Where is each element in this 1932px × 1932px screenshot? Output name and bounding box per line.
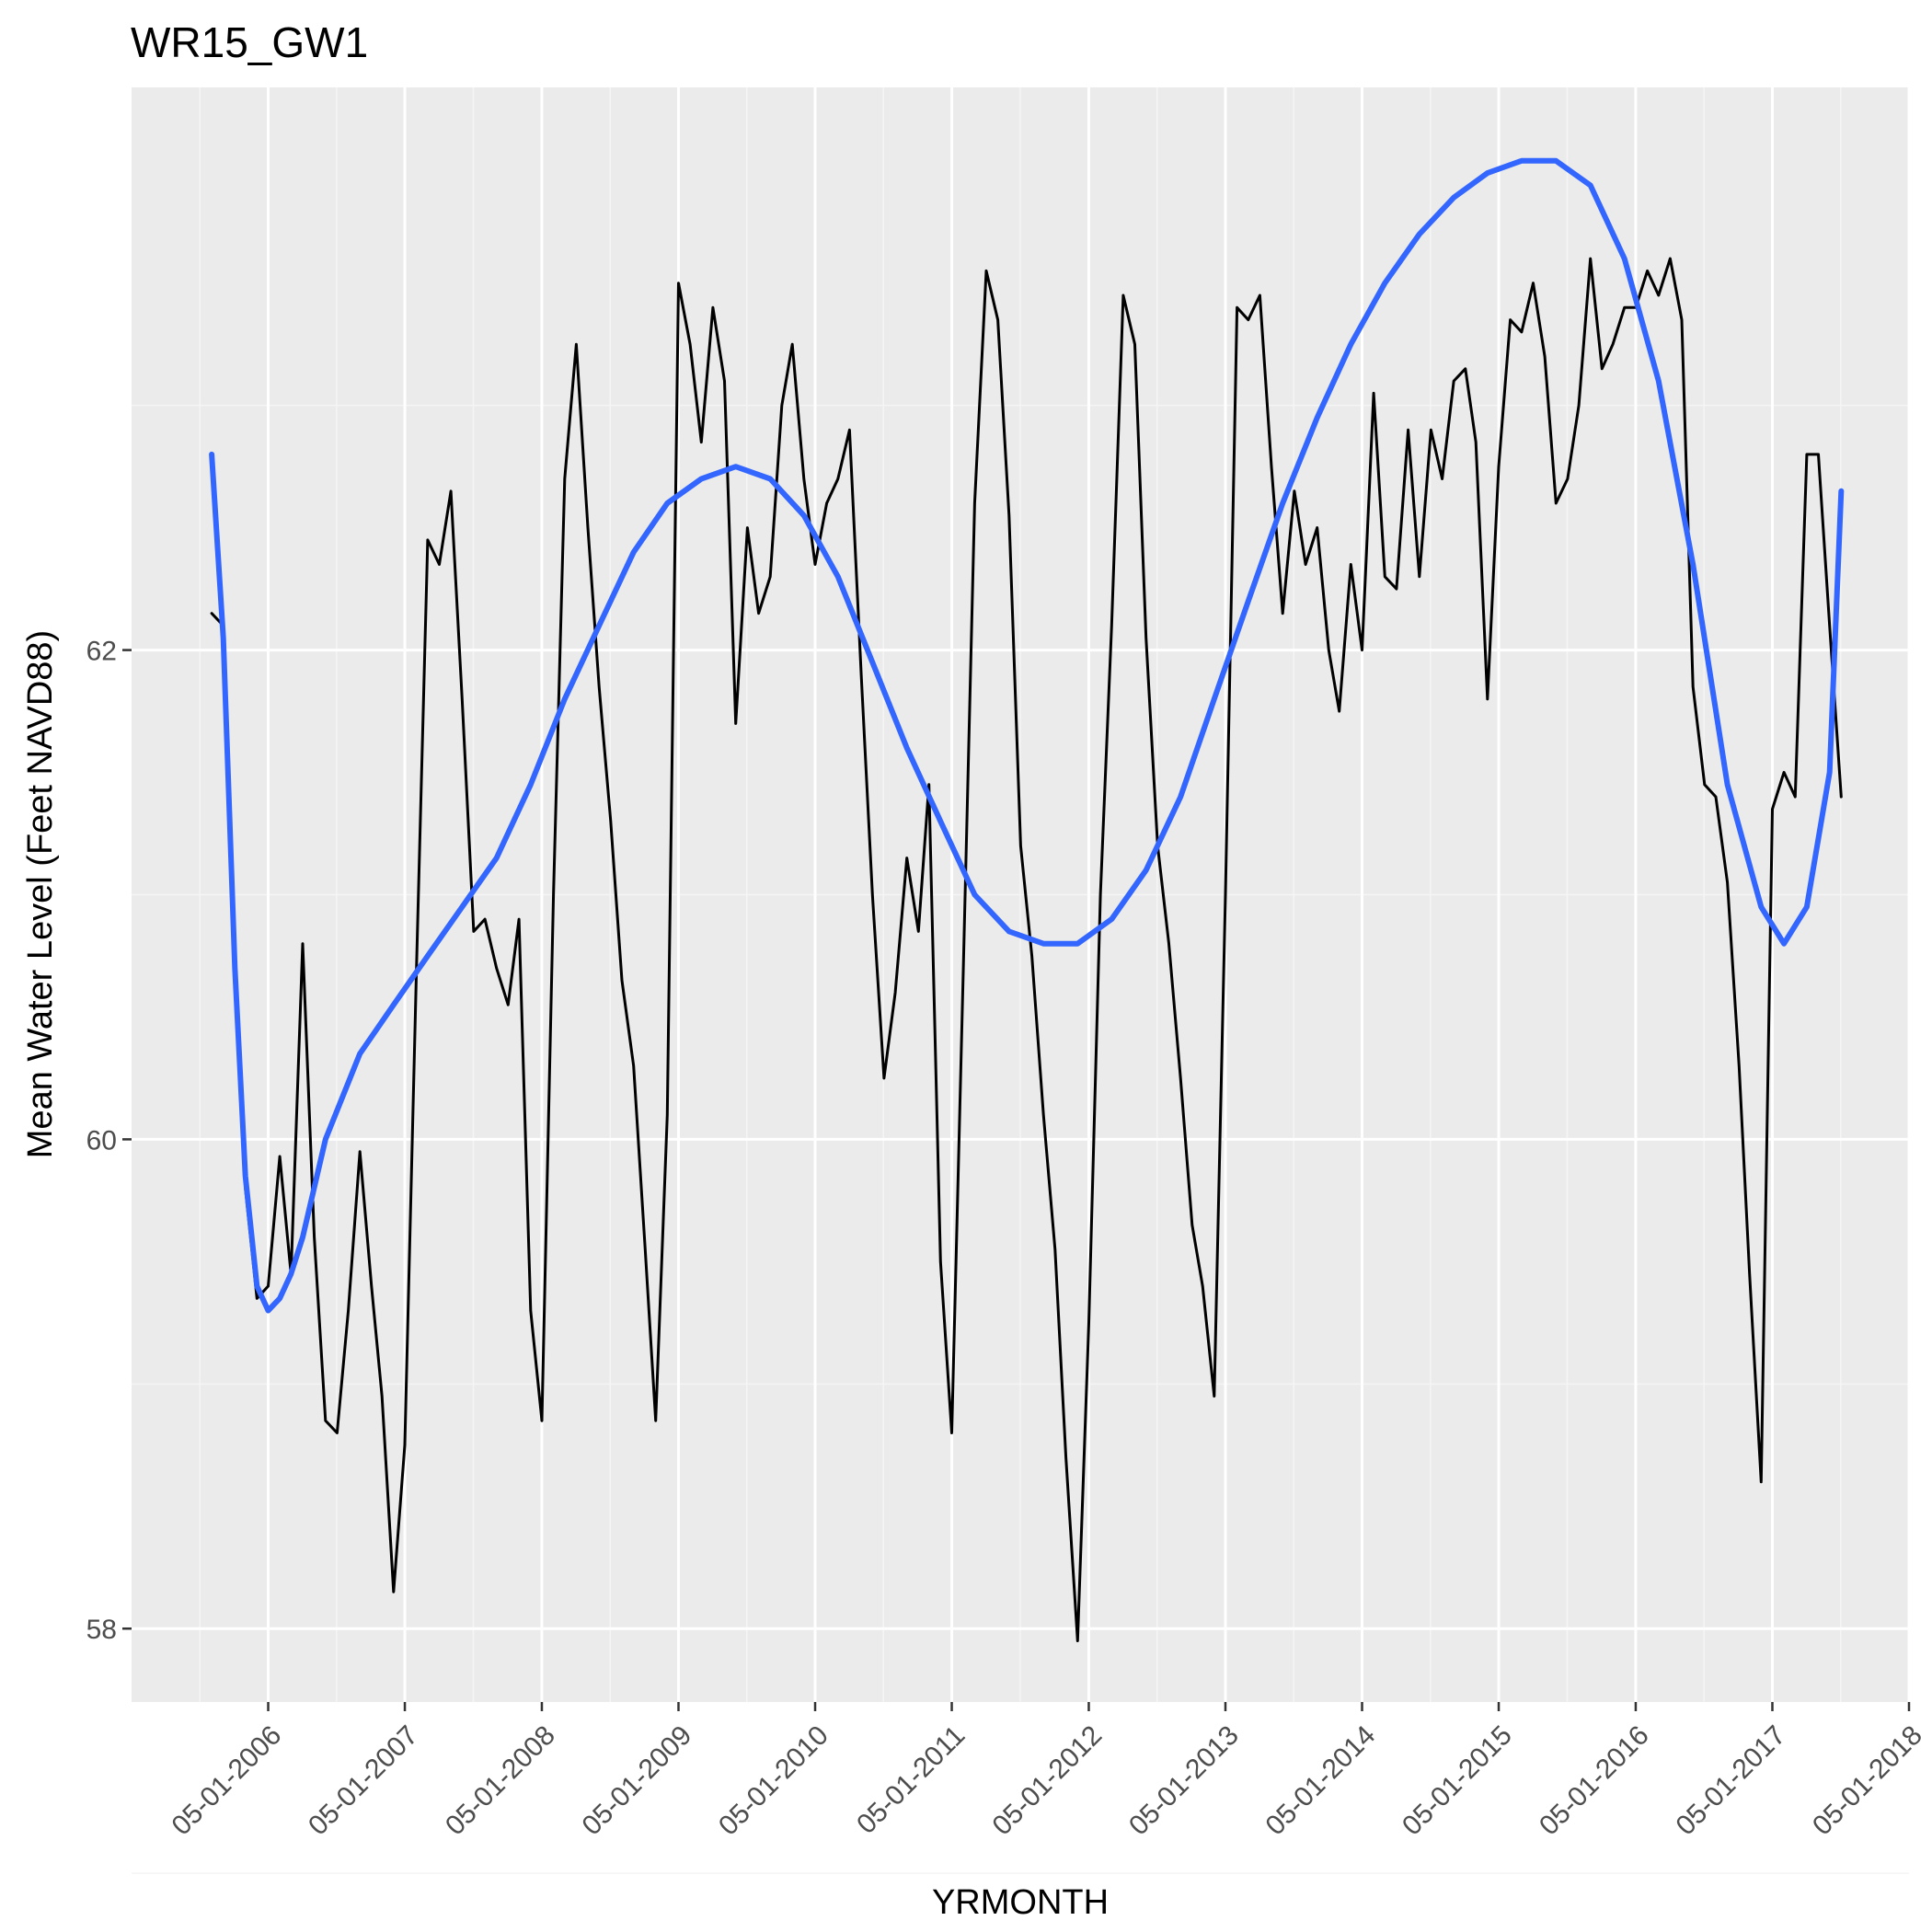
- x-tick-label: 05-01-2007: [303, 1720, 424, 1842]
- x-tick-label: 05-01-2010: [713, 1720, 834, 1842]
- y-tick-label: 58: [86, 1615, 117, 1645]
- x-tick-label: 05-01-2018: [1807, 1720, 1928, 1842]
- x-tick-label: 05-01-2015: [1397, 1720, 1518, 1842]
- y-tick-label: 60: [86, 1125, 117, 1156]
- x-tick-label: 05-01-2013: [1123, 1720, 1245, 1842]
- x-tick-label: 05-01-2011: [851, 1720, 971, 1840]
- y-axis-title: Mean Water Level (Feet NAVD88): [21, 630, 60, 1158]
- x-tick-label: 05-01-2006: [167, 1720, 288, 1842]
- x-tick-label: 05-01-2008: [440, 1720, 561, 1842]
- y-tick-label: 62: [86, 637, 117, 667]
- chart-title: WR15_GW1: [131, 18, 368, 66]
- x-tick-label: 05-01-2016: [1534, 1720, 1655, 1842]
- x-axis-title: YRMONTH: [932, 1883, 1109, 1922]
- x-tick-label: 05-01-2009: [576, 1720, 697, 1842]
- smooth-trend-line: [209, 157, 1845, 1314]
- x-tick-label: 05-01-2017: [1670, 1720, 1791, 1842]
- series-layer: [209, 157, 1845, 1642]
- x-tick-label: 05-01-2012: [986, 1720, 1108, 1842]
- x-tick-label: 05-01-2014: [1260, 1720, 1382, 1842]
- water-level-line: [210, 257, 1843, 1642]
